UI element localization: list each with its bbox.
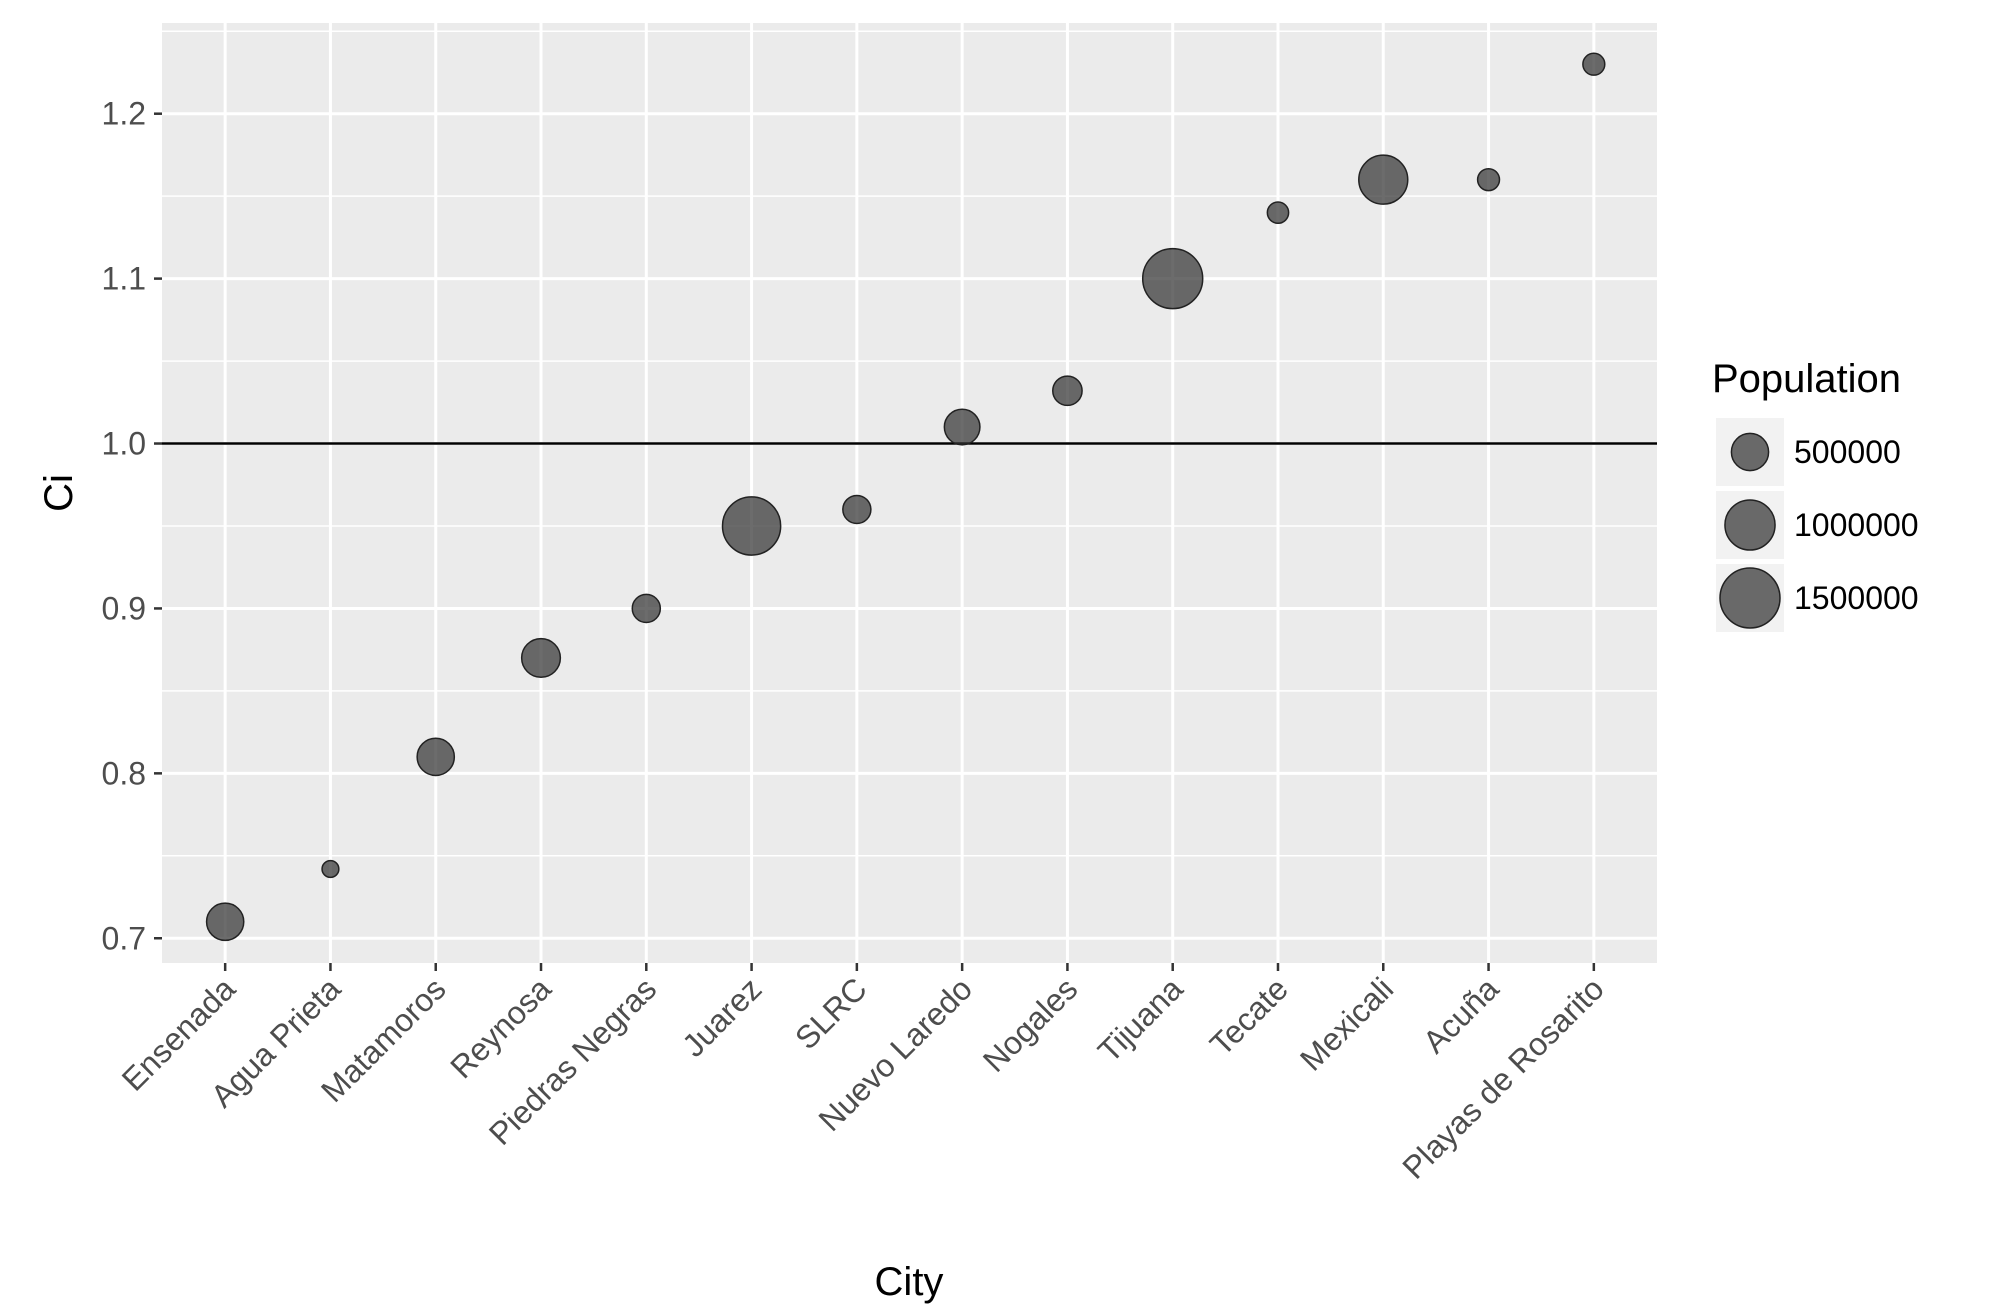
legend-label: 1000000: [1794, 507, 1919, 543]
legend: Population 500000 1000000 1500000: [1712, 357, 1919, 632]
x-tick-label: Mexicali: [1293, 970, 1400, 1077]
data-points: [205, 52, 1606, 942]
legend-label: 1500000: [1794, 580, 1919, 616]
data-point: [1476, 167, 1501, 192]
data-point: [631, 593, 662, 624]
data-point: [943, 408, 981, 446]
y-tick-label: 1.2: [102, 96, 146, 132]
plot-panel: [162, 23, 1657, 963]
x-tick-label: Playas de Rosarito: [1395, 970, 1610, 1185]
data-point: [842, 494, 872, 525]
y-tick-label: 1.0: [102, 426, 146, 462]
legend-symbol: [1724, 499, 1776, 551]
data-point: [1141, 247, 1204, 310]
x-tick-label: Acuña: [1416, 970, 1506, 1060]
data-point: [321, 859, 340, 879]
x-tick-label: Juarez: [675, 970, 768, 1063]
data-point: [721, 496, 782, 556]
x-tick-label: Tijuana: [1091, 970, 1190, 1069]
x-axis-title: City: [875, 1260, 944, 1304]
grid-major: [162, 23, 1657, 963]
y-tick-label: 0.9: [102, 590, 146, 626]
x-tick-label: Tecate: [1203, 970, 1295, 1062]
data-point: [1358, 154, 1409, 205]
y-tick-label: 1.1: [102, 261, 146, 297]
x-tick-label: Nogales: [976, 970, 1084, 1078]
data-point: [1582, 52, 1606, 76]
y-axis-title: Ci: [37, 474, 81, 512]
y-tick-label: 0.7: [102, 920, 146, 956]
legend-symbol: [1730, 432, 1770, 472]
y-tick-label: 0.8: [102, 755, 146, 791]
data-point: [1266, 201, 1290, 225]
data-point: [1052, 375, 1083, 407]
legend-symbol: [1719, 567, 1781, 629]
grid-minor: [162, 30, 1657, 857]
y-axis: 0.7 0.8 0.9 1.0 1.1 1.2: [102, 96, 162, 956]
x-tick-label: SLRC: [788, 970, 874, 1056]
legend-title: Population: [1712, 357, 1901, 401]
data-point: [205, 902, 245, 942]
legend-label: 500000: [1794, 434, 1901, 470]
data-point: [520, 637, 562, 679]
data-point: [416, 737, 456, 777]
